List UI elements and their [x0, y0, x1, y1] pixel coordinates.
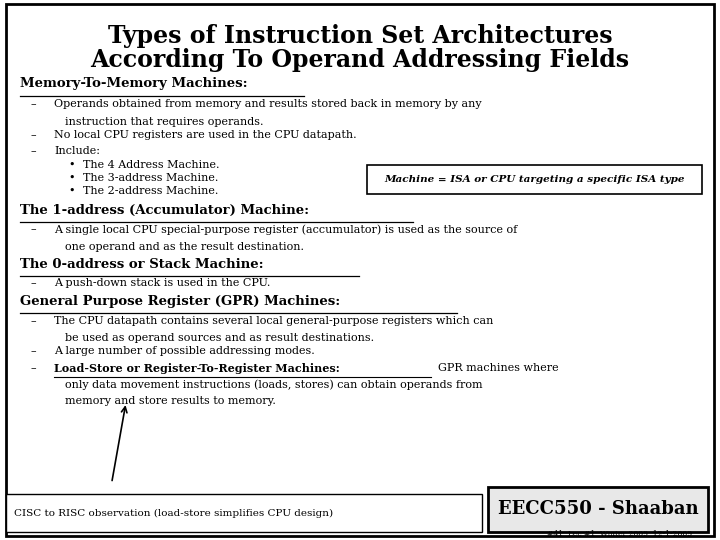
Text: Memory-To-Memory Machines:: Memory-To-Memory Machines:	[20, 77, 248, 90]
Text: CISC to RISC observation (load-store simplifies CPU design): CISC to RISC observation (load-store sim…	[14, 509, 333, 517]
Text: –: –	[31, 130, 37, 140]
Text: The 2-address Machine.: The 2-address Machine.	[83, 186, 218, 196]
Text: one operand and as the result destination.: one operand and as the result destinatio…	[65, 242, 304, 252]
Text: GPR machines where: GPR machines where	[431, 363, 558, 373]
Text: The 3-address Machine.: The 3-address Machine.	[83, 173, 218, 183]
Text: only data movement instructions (loads, stores) can obtain operands from: only data movement instructions (loads, …	[65, 380, 482, 390]
Text: –: –	[31, 225, 37, 234]
Text: –: –	[31, 346, 37, 356]
Text: A large number of possible addressing modes.: A large number of possible addressing mo…	[54, 346, 315, 356]
Text: Load-Store or Register-To-Register Machines:: Load-Store or Register-To-Register Machi…	[54, 363, 340, 374]
Text: be used as operand sources and as result destinations.: be used as operand sources and as result…	[65, 333, 374, 343]
Text: –: –	[31, 363, 37, 373]
Text: •: •	[68, 160, 75, 170]
Text: The CPU datapath contains several local general-purpose registers which can: The CPU datapath contains several local …	[54, 316, 493, 326]
Text: –: –	[31, 146, 37, 156]
Text: –: –	[31, 278, 37, 288]
Text: Operands obtained from memory and results stored back in memory by any: Operands obtained from memory and result…	[54, 99, 482, 109]
Text: A single local CPU special-purpose register (accumulator) is used as the source : A single local CPU special-purpose regis…	[54, 224, 517, 235]
Text: memory and store results to memory.: memory and store results to memory.	[65, 396, 276, 406]
Text: The 0-address or Stack Machine:: The 0-address or Stack Machine:	[20, 258, 264, 271]
Text: •: •	[68, 186, 75, 196]
Text: Types of Instruction Set Architectures: Types of Instruction Set Architectures	[108, 24, 612, 48]
Text: The 1-address (Accumulator) Machine:: The 1-address (Accumulator) Machine:	[20, 204, 310, 217]
Text: EECC550 - Shaaban: EECC550 - Shaaban	[498, 501, 698, 518]
Text: Include:: Include:	[54, 146, 100, 156]
Text: Machine = ISA or CPU targeting a specific ISA type: Machine = ISA or CPU targeting a specifi…	[384, 175, 685, 184]
Text: No local CPU registers are used in the CPU datapath.: No local CPU registers are used in the C…	[54, 130, 356, 140]
Text: #41  Lec #1  Winter 2009  12-1-2009: #41 Lec #1 Winter 2009 12-1-2009	[546, 530, 692, 538]
Text: •: •	[68, 173, 75, 183]
Text: The 4 Address Machine.: The 4 Address Machine.	[83, 160, 220, 170]
Text: –: –	[31, 99, 37, 109]
Text: General Purpose Register (GPR) Machines:: General Purpose Register (GPR) Machines:	[20, 295, 341, 308]
Text: instruction that requires operands.: instruction that requires operands.	[65, 117, 264, 127]
Text: A push-down stack is used in the CPU.: A push-down stack is used in the CPU.	[54, 278, 271, 288]
Text: According To Operand Addressing Fields: According To Operand Addressing Fields	[91, 49, 629, 72]
Text: –: –	[31, 316, 37, 326]
